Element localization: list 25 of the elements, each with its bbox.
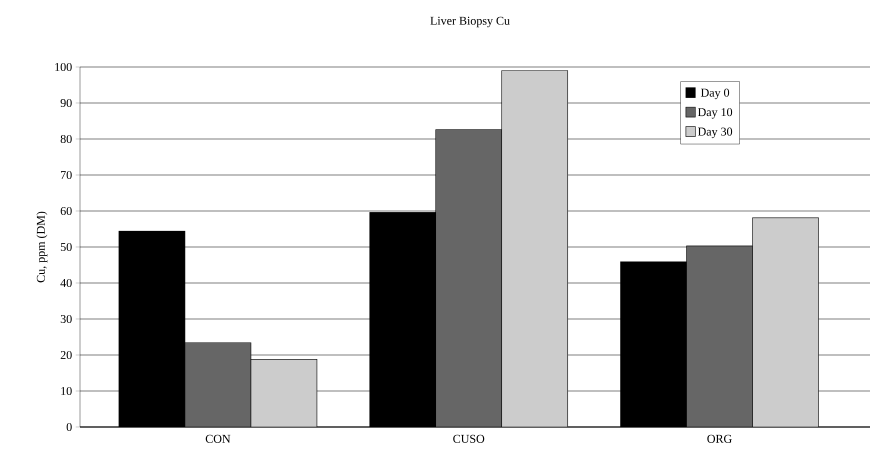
legend-label: Day 0 <box>700 88 730 100</box>
bar <box>435 129 502 427</box>
x-tick-label: CUSO <box>453 434 484 443</box>
legend-label: Day 10 <box>698 108 732 119</box>
legend-label: Day 30 <box>698 128 732 138</box>
y-tick-label: 40 <box>60 278 72 288</box>
bar <box>501 70 568 427</box>
y-tick-label: 100 <box>55 62 72 72</box>
y-tick-label: 90 <box>60 98 72 108</box>
x-tick-label: CON <box>206 434 230 443</box>
bar <box>686 246 753 427</box>
y-tick-label: 10 <box>61 386 72 396</box>
y-tick-label: 70 <box>60 170 72 180</box>
bar <box>250 359 318 427</box>
y-tick-label: 30 <box>60 314 72 324</box>
y-axis-title: Cu, ppm (DM) <box>36 212 48 282</box>
y-tick-label: 50 <box>60 242 72 252</box>
bar <box>752 218 819 427</box>
y-tick-label: 20 <box>60 350 72 360</box>
y-tick-label: 80 <box>60 134 72 144</box>
y-tick-label: 60 <box>60 206 72 216</box>
chart-title: Liver Biopsy Cu <box>430 16 510 28</box>
bar <box>184 342 252 427</box>
x-tick-label: ORG <box>707 434 732 443</box>
y-tick-label: 0 <box>66 422 72 432</box>
